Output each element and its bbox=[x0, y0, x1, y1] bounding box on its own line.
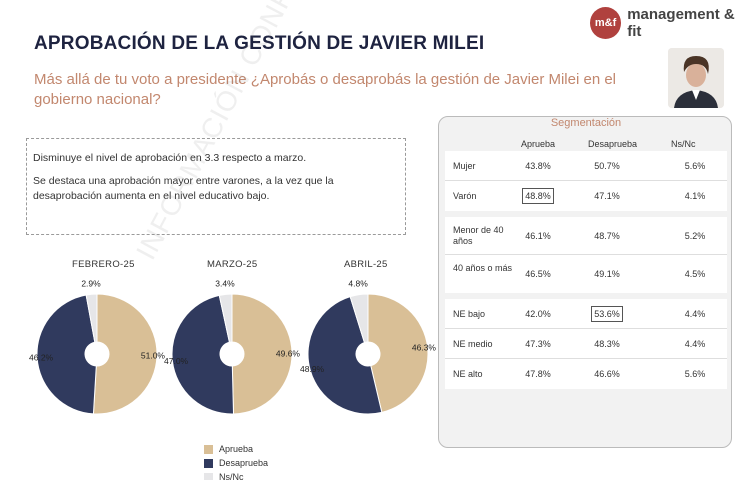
donut-slice-feb-nsnc bbox=[85, 293, 98, 343]
segment-value-nsnc: 5.6% bbox=[684, 160, 706, 171]
table-row: Mujer 43.8% 50.7% 5.6% bbox=[445, 151, 727, 181]
segment-value-desaprueba: 50.7% bbox=[594, 160, 620, 171]
table-row: Varón 48.8% 47.1% 4.1% bbox=[445, 181, 727, 211]
segment-value-nsnc: 4.4% bbox=[684, 308, 706, 319]
legend-item-nsnc: Ns/Nc bbox=[204, 470, 268, 480]
segmentation-panel: Segmentación Aprueba Desaprueba Ns/Nc Mu… bbox=[438, 116, 732, 448]
legend-swatch-desaprueba bbox=[204, 458, 213, 468]
legend-swatch-nsnc bbox=[204, 472, 213, 480]
legend-label-nsnc: Ns/Nc bbox=[219, 472, 244, 480]
segment-label: Mujer bbox=[453, 160, 476, 171]
segment-value-desaprueba: 47.1% bbox=[594, 190, 620, 201]
insights-box: Disminuye el nivel de aprobación en 3.3 … bbox=[26, 138, 406, 235]
segment-value-aprueba: 48.8% bbox=[513, 187, 563, 204]
legend-swatch-aprueba bbox=[204, 444, 213, 454]
segment-value-nsnc: 4.1% bbox=[684, 190, 706, 201]
segment-value-aprueba: 47.3% bbox=[525, 338, 551, 349]
insight-line-2: Se destaca una aprobación mayor entre va… bbox=[33, 175, 334, 202]
segment-value-aprueba: 43.8% bbox=[525, 160, 551, 171]
segmentation-table: Mujer 43.8% 50.7% 5.6% Varón 48.8% 47.1% 4.1% Me… bbox=[445, 151, 727, 395]
segment-value-desaprueba: 49.1% bbox=[594, 268, 620, 279]
segment-label: Varón bbox=[453, 190, 477, 201]
pie-label-feb: FEBRERO-25 bbox=[72, 259, 135, 270]
donut-slice-abr-nsnc bbox=[349, 293, 369, 344]
donut-slice-abr-aprueba bbox=[367, 293, 429, 413]
donut-label-abr-desaprueba: 48.9% bbox=[300, 364, 325, 374]
pie-label-abr: ABRIL-25 bbox=[344, 259, 388, 270]
legend-item-aprueba: Aprueba bbox=[204, 442, 268, 456]
table-row: NE medio 47.3% 48.3% 4.4% bbox=[445, 329, 727, 359]
segment-value-nsnc: 5.2% bbox=[684, 230, 706, 241]
donut-slice-feb-desaprueba bbox=[36, 294, 97, 415]
chart-legend: Aprueba Desaprueba Ns/Nc bbox=[204, 442, 268, 480]
segmentation-title: Segmentación bbox=[550, 117, 622, 129]
donut-label-mar-aprueba: 49.6% bbox=[276, 348, 301, 358]
segment-group-1: Mujer 43.8% 50.7% 5.6% Varón 48.8% 47.1% 4.1% bbox=[445, 151, 727, 211]
page-title: APROBACIÓN DE LA GESTIÓN DE JAVIER MILEI bbox=[34, 33, 485, 54]
page-subtitle: Más allá de tu voto a presidente ¿Aprobá… bbox=[34, 71, 617, 108]
pie-label-mar: MARZO-25 bbox=[207, 259, 258, 270]
highlighted-value: 53.6% bbox=[591, 305, 623, 322]
donut-label-mar-desaprueba: 47.0% bbox=[164, 356, 189, 366]
segment-value-nsnc: 4.4% bbox=[684, 338, 706, 349]
brand-mark: m&f bbox=[590, 7, 622, 39]
segment-group-3: NE bajo 42.0% 53.6% 4.4% NE medio 47.3% 48.3% 4… bbox=[445, 299, 727, 389]
donut-slice-mar-aprueba bbox=[231, 293, 293, 415]
donut-label-abr-aprueba: 46.3% bbox=[412, 342, 437, 352]
table-row: 40 años o más 46.5% 49.1% 4.5% bbox=[445, 255, 727, 293]
legend-label-desaprueba: Desaprueba bbox=[219, 458, 269, 468]
donut-slice-abr-desaprueba bbox=[307, 296, 383, 415]
segment-label: NE alto bbox=[453, 368, 483, 379]
segment-value-desaprueba: 48.3% bbox=[594, 338, 620, 349]
segment-value-aprueba: 42.0% bbox=[525, 308, 551, 319]
segment-label: NE bajo bbox=[453, 308, 486, 319]
highlighted-value: 48.8% bbox=[522, 187, 554, 204]
legend-item-desaprueba: Desaprueba bbox=[204, 456, 268, 470]
donut-slice-mar-desaprueba bbox=[171, 294, 235, 415]
segment-value-aprueba: 46.1% bbox=[525, 230, 551, 241]
table-row: NE bajo 42.0% 53.6% 4.4% bbox=[445, 299, 727, 329]
segment-value-aprueba: 46.5% bbox=[525, 268, 551, 279]
table-row: Menor de 40 años 46.1% 48.7% 5.2% bbox=[445, 217, 727, 255]
donut-label-feb-nsnc: 2.9% bbox=[81, 278, 101, 288]
insight-line-1: Disminuye el nivel de aprobación en 3.3 … bbox=[33, 152, 307, 164]
segment-label: 40 años o más bbox=[453, 263, 513, 273]
brand-name: management & fit bbox=[627, 6, 735, 40]
brand-logo: m&f management & fit bbox=[590, 6, 750, 40]
donut-label-feb-desaprueba: 46.2% bbox=[29, 352, 54, 362]
segment-value-desaprueba: 46.6% bbox=[594, 368, 620, 379]
segment-label: Menor de 40 años bbox=[453, 225, 504, 246]
segment-label: NE medio bbox=[453, 338, 493, 349]
col-header-desaprueba: Desaprueba bbox=[588, 139, 638, 149]
segment-value-aprueba: 47.8% bbox=[525, 368, 551, 379]
segment-value-desaprueba: 53.6% bbox=[582, 305, 632, 322]
legend-label-aprueba: Aprueba bbox=[219, 444, 254, 454]
segment-value-nsnc: 4.5% bbox=[684, 268, 706, 279]
col-header-nsnc: Ns/Nc bbox=[671, 139, 696, 149]
table-row: NE alto 47.8% 46.6% 5.6% bbox=[445, 359, 727, 389]
donut-slice-feb-aprueba bbox=[92, 293, 158, 415]
donut-label-mar-nsnc: 3.4% bbox=[215, 278, 235, 288]
avatar bbox=[668, 48, 724, 108]
donut-label-abr-nsnc: 4.8% bbox=[348, 279, 368, 289]
segment-value-desaprueba: 48.7% bbox=[594, 230, 620, 241]
col-header-aprueba: Aprueba bbox=[521, 139, 556, 149]
segment-group-2: Menor de 40 años 46.1% 48.7% 5.2% 40 años o … bbox=[445, 217, 727, 293]
donut-slice-mar-nsnc bbox=[218, 293, 233, 343]
segment-value-nsnc: 5.6% bbox=[684, 368, 706, 379]
donut-label-feb-aprueba: 51.0% bbox=[141, 351, 166, 361]
